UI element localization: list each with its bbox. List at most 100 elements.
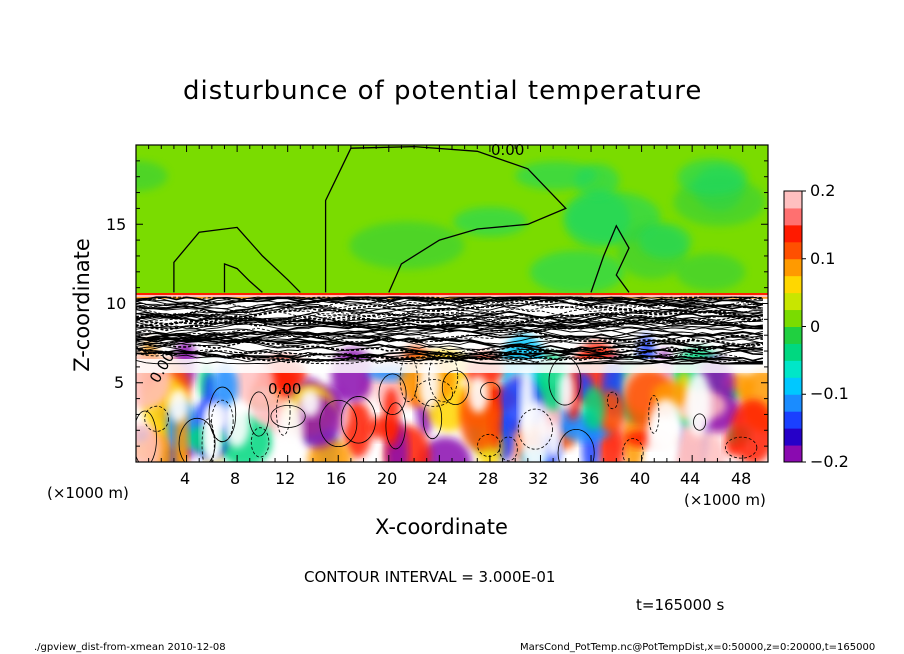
colorbar-swatch [784,258,802,277]
y-tick-label: 5 [114,373,125,392]
contour-line [340,396,377,444]
colorbar-swatch [784,411,802,429]
field-patch [419,437,472,462]
contour-line [399,355,418,402]
field-patch [223,401,250,448]
colorbar-swatch [784,445,802,463]
field-patch [299,389,321,418]
y-tick-label: 15 [106,215,127,234]
field-patch [167,389,189,423]
contour-line [136,296,763,315]
contour-line [385,402,406,450]
contour-line [136,309,763,329]
field-patch [677,158,748,196]
field-patch [468,375,489,413]
y-tick-label: 10 [106,294,127,313]
inversion-line [136,297,768,299]
footer-left: ./gpview_dist-from-xmean 2010-12-08 [34,642,226,653]
contour-line [136,346,763,365]
contour-line [548,356,582,406]
contour-line [428,349,459,403]
field-patch [515,161,597,190]
contour-line [480,382,501,401]
contour-label: 0.00 [491,141,525,159]
colorbar-swatch [784,292,802,311]
colorbar-swatch [784,428,802,446]
contour-line [557,429,595,462]
colorbar-tick-label: −0.2 [810,452,849,471]
contour-line [136,314,763,336]
contour-line [319,399,358,448]
colorbar-swatch [784,224,802,243]
colorbar-swatch [784,394,802,412]
contour-line [498,436,518,462]
colorbar-swatch [784,309,802,327]
contour-line [136,300,763,325]
colorbar-swatch [784,191,802,209]
x-tick-label: 32 [528,469,549,488]
field-patch [201,403,222,461]
field-patch [519,366,535,434]
contour-line [136,324,764,343]
field-patch [342,400,373,459]
field-patch [638,223,692,259]
colorbar-tick-label: 0.1 [810,249,836,268]
x-tick-label: 16 [326,469,347,488]
x-tick-label: 36 [579,469,600,488]
contour-line [590,224,630,293]
contour-interval: CONTOUR INTERVAL = 3.000E-01 [304,568,556,586]
x-tick-label: 40 [630,469,651,488]
contour-line [136,302,763,324]
contour-line [136,337,764,351]
x-unit-label: (×1000 m) [684,491,766,509]
contour-line [441,370,470,406]
time-label: t=165000 s [636,596,725,614]
contour-line [693,413,707,431]
inversion-line [136,292,768,295]
contour-line [276,388,291,436]
colorbar-swatch [784,360,802,378]
y-axis-label: Z-coordinate [70,238,94,372]
colorbar-swatch [784,343,802,361]
colorbar-swatch [784,207,802,226]
field-patch [581,386,605,431]
field-patch [277,400,304,462]
x-tick-label: 24 [427,469,448,488]
contour-line [136,296,763,304]
contour-line [144,405,169,432]
contour-line [136,322,763,336]
contour-line [422,398,443,440]
field-patch [349,221,465,270]
field-patch [558,371,575,412]
field-patch [382,387,400,447]
contour-line [622,438,644,462]
field-patch [529,250,625,294]
x-tick-label: 4 [180,469,191,488]
contour-line [178,417,216,462]
contour-line [136,296,763,303]
contour-line [136,319,763,344]
contour-line [136,410,157,462]
contour-line [136,351,764,362]
contour-line [725,436,758,459]
x-tick-label: 20 [377,469,398,488]
field-patch [175,410,189,462]
x-tick-label: 48 [731,469,752,488]
field-patch [647,415,678,462]
field-patch [453,206,528,237]
chart-title: disturbunce of potential temperature [183,76,703,106]
contour-line [223,262,263,293]
contour-line [136,307,763,325]
colorbar-tick-label: 0.2 [810,181,836,200]
x-tick-label: 12 [275,469,296,488]
field-patch [675,253,746,291]
contour-line [324,145,567,293]
contour-label: 0.00 [268,380,302,398]
contour-line [136,321,764,346]
contour-line [136,310,763,332]
field-patch [545,421,562,458]
contour-line [136,346,763,365]
colorbar-swatch [784,377,802,395]
colorbar-swatch [784,241,802,260]
